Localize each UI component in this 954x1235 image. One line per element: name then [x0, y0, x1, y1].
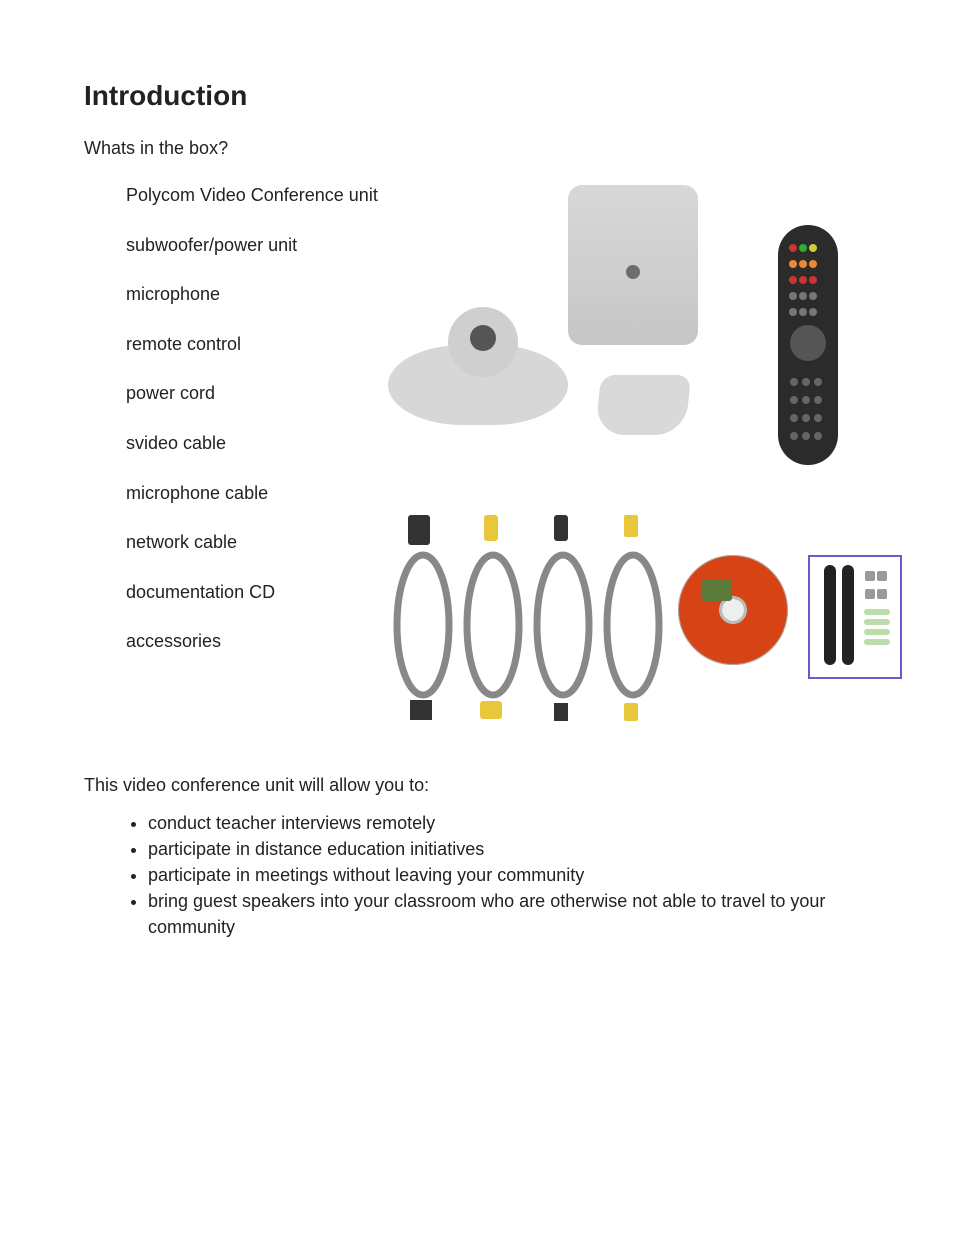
- list-item-label: power cord: [126, 383, 215, 403]
- power-cord-icon: [388, 515, 458, 725]
- list-item-label: subwoofer/power unit: [126, 235, 297, 255]
- list-item-label: network cable: [126, 532, 237, 552]
- product-illustration: [378, 185, 870, 745]
- list-item-label: accessories: [126, 631, 221, 651]
- camera-lens-icon: [470, 325, 496, 351]
- box-subhead: Whats in the box?: [84, 138, 870, 159]
- list-item: conduct teacher interviews remotely: [148, 810, 870, 836]
- box-contents-list: ✔Polycom Video Conference unit ✔subwoofe…: [84, 185, 378, 653]
- list-item: ✔svideo cable: [126, 433, 378, 455]
- list-item: ✔accessories: [126, 631, 378, 653]
- documentation-cd-icon: [678, 555, 788, 665]
- subwoofer-icon: [568, 185, 698, 345]
- list-item: ✔Polycom Video Conference unit: [126, 185, 378, 207]
- list-item: ✔power cord: [126, 383, 378, 405]
- list-item-label: microphone: [126, 284, 220, 304]
- list-item: bring guest speakers into your classroom…: [148, 888, 870, 940]
- list-item: ✔remote control: [126, 334, 378, 356]
- list-item: ✔documentation CD: [126, 582, 378, 604]
- svideo-cable-icon: [458, 515, 528, 725]
- list-item-label: svideo cable: [126, 433, 226, 453]
- list-item: ✔microphone: [126, 284, 378, 306]
- list-item-label: remote control: [126, 334, 241, 354]
- microphone-cable-icon: [528, 515, 598, 725]
- list-item: participate in meetings without leaving …: [148, 862, 870, 888]
- capabilities-list: conduct teacher interviews remotely part…: [84, 810, 870, 940]
- microphone-icon: [595, 375, 691, 435]
- list-item: participate in distance education initia…: [148, 836, 870, 862]
- remote-control-icon: [778, 225, 838, 465]
- accessories-icon: [808, 555, 902, 679]
- list-item-label: microphone cable: [126, 483, 268, 503]
- page-title: Introduction: [84, 80, 870, 112]
- list-item: ✔microphone cable: [126, 483, 378, 505]
- capabilities-intro: This video conference unit will allow yo…: [84, 775, 870, 796]
- list-item-label: Polycom Video Conference unit: [126, 185, 378, 205]
- list-item: ✔network cable: [126, 532, 378, 554]
- list-item-label: documentation CD: [126, 582, 275, 602]
- list-item: ✔subwoofer/power unit: [126, 235, 378, 257]
- network-cable-icon: [598, 515, 668, 725]
